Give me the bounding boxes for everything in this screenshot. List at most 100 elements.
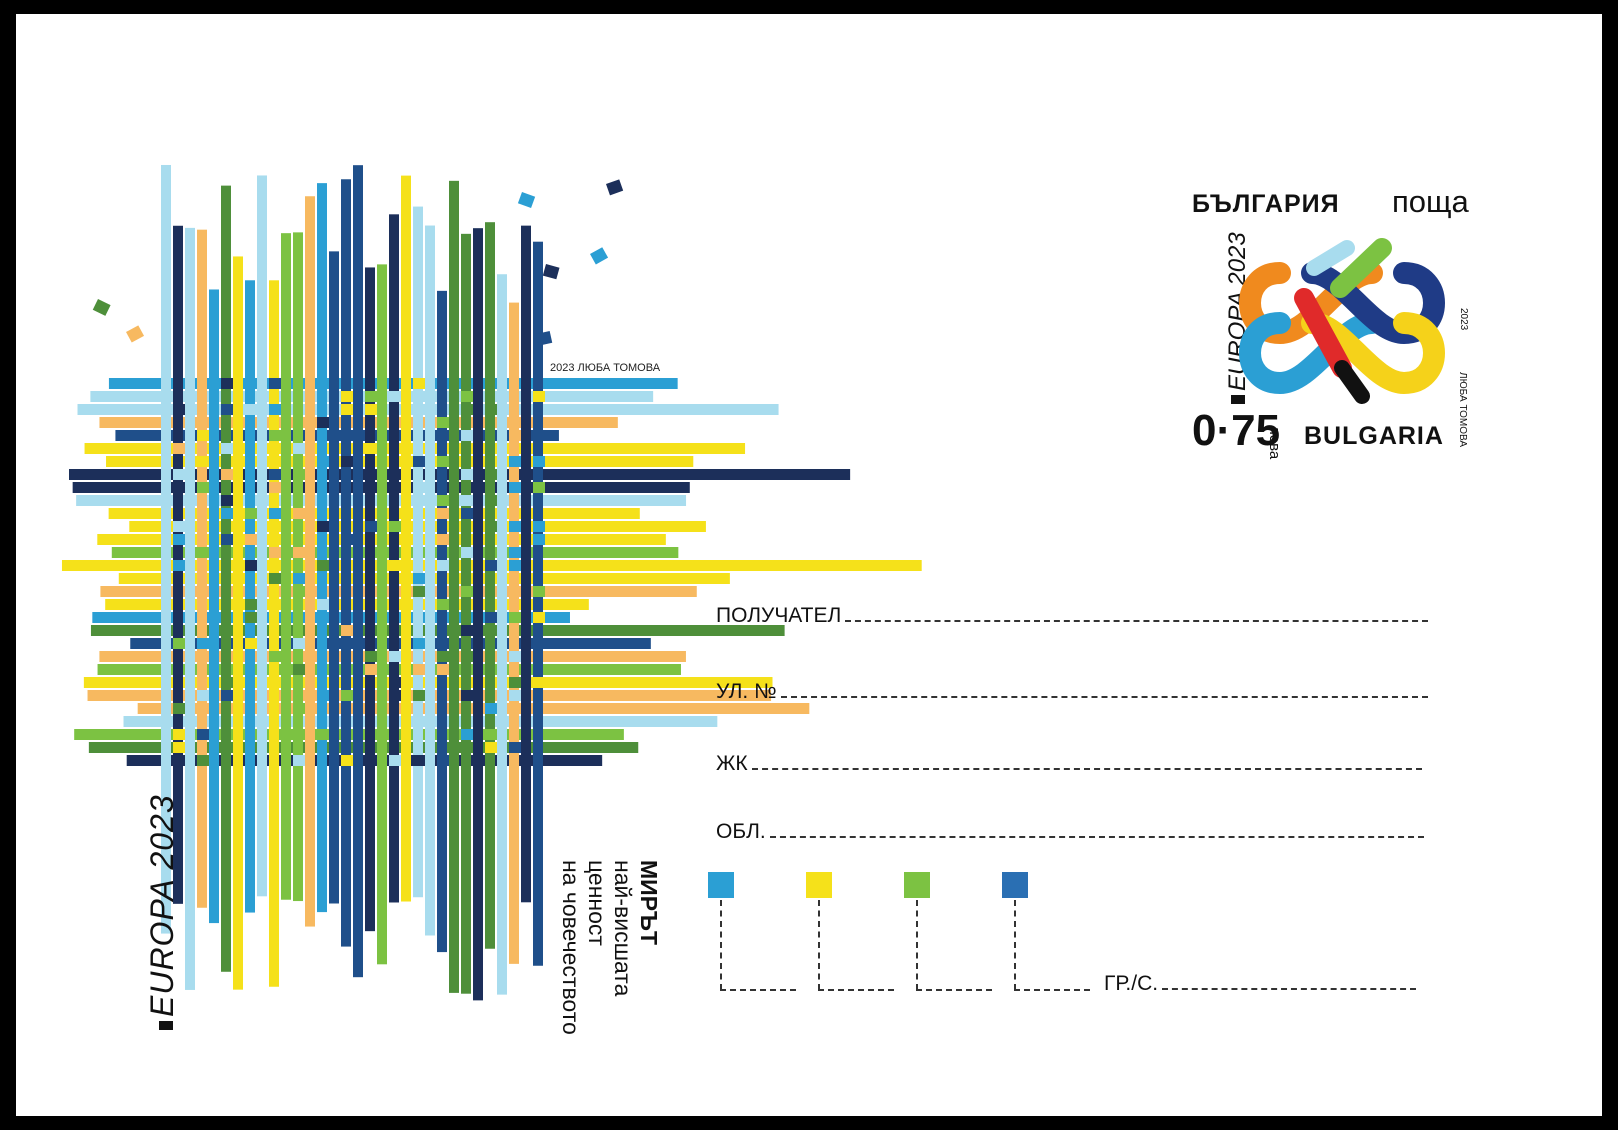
- postcode-box-4-side: [1014, 900, 1016, 990]
- recipient-field[interactable]: [845, 620, 1428, 622]
- woven-check: [317, 599, 329, 610]
- vertical-paper-strip: [317, 183, 327, 913]
- postcode-box-3-field[interactable]: [916, 989, 992, 991]
- woven-check: [533, 586, 545, 597]
- woven-check: [461, 469, 473, 480]
- artwork-credit: 2023 ЛЮБА ТОМОВА: [550, 362, 661, 374]
- woven-check: [389, 755, 401, 766]
- confetti-piece: [126, 325, 145, 343]
- woven-check: [293, 703, 305, 714]
- woven-check: [461, 625, 473, 636]
- woven-check: [533, 456, 545, 467]
- woven-check: [245, 404, 257, 415]
- woven-check: [221, 508, 233, 519]
- woven-check: [293, 443, 305, 454]
- region-label: ОБЛ.: [716, 820, 766, 843]
- postcode-box-1-field[interactable]: [720, 989, 796, 991]
- europa-text: EUROPA 2023: [144, 794, 180, 1017]
- woven-check: [437, 755, 449, 766]
- vertical-paper-strip: [197, 229, 207, 908]
- woven-check: [221, 495, 233, 506]
- street-field[interactable]: [780, 696, 1428, 698]
- woven-check: [365, 664, 377, 675]
- woven-check: [293, 573, 305, 584]
- woven-check: [485, 560, 497, 571]
- postcode-box-4-marker: [1002, 872, 1028, 898]
- woven-check: [413, 573, 425, 584]
- stamp-price: 0·75: [1192, 406, 1281, 455]
- woven-check: [245, 534, 257, 545]
- vertical-paper-strip: [281, 233, 291, 900]
- woven-check: [461, 391, 473, 402]
- confetti-piece: [92, 298, 111, 316]
- woven-check: [173, 729, 185, 740]
- district-field[interactable]: [751, 768, 1422, 770]
- woven-check: [389, 651, 401, 662]
- motto-title: МИРЪТ: [636, 860, 662, 946]
- woven-check: [317, 560, 329, 571]
- region-line[interactable]: ОБЛ.: [716, 812, 1424, 844]
- woven-check: [197, 547, 209, 558]
- woven-check: [293, 586, 305, 597]
- vertical-paper-strip: [293, 232, 303, 902]
- woven-check: [341, 456, 353, 467]
- vertical-paper-strip: [485, 222, 495, 949]
- woven-check: [173, 703, 185, 714]
- postcode-box-3-side: [916, 900, 918, 990]
- street-line[interactable]: УЛ. №: [716, 672, 1428, 704]
- woven-check: [509, 690, 521, 701]
- vertical-paper-strip: [389, 214, 399, 903]
- horizontal-paper-strip: [69, 469, 851, 480]
- postcode-box-4-field[interactable]: [1014, 989, 1090, 991]
- woven-check: [509, 482, 521, 493]
- woven-check: [509, 651, 521, 662]
- woven-check: [269, 547, 281, 558]
- recipient-line[interactable]: ПОЛУЧАТЕЛ: [716, 596, 1428, 628]
- woven-check: [341, 391, 353, 402]
- woven-check: [389, 690, 401, 701]
- woven-paper-artwork: [61, 164, 922, 1001]
- europa-mark-icon: [159, 1021, 173, 1030]
- woven-check: [245, 560, 257, 571]
- woven-check: [269, 508, 281, 519]
- vertical-paper-strip: [209, 289, 219, 924]
- woven-check: [341, 625, 353, 636]
- vertical-paper-strip: [161, 164, 171, 934]
- woven-check: [485, 703, 497, 714]
- postcode-box-1-side: [720, 900, 722, 990]
- woven-check: [293, 664, 305, 675]
- europa-2023-label: EUROPA 2023: [144, 794, 181, 1030]
- stamp-country-bg: БЪЛГАРИЯ: [1192, 190, 1340, 218]
- region-field[interactable]: [769, 836, 1424, 838]
- confetti-piece: [542, 264, 560, 280]
- city-field[interactable]: [1162, 988, 1416, 990]
- woven-check: [461, 651, 473, 662]
- woven-check: [173, 534, 185, 545]
- woven-check: [485, 495, 497, 506]
- vertical-paper-strip: [437, 290, 447, 953]
- woven-check: [197, 482, 209, 493]
- city-line[interactable]: ГР./С.: [1104, 964, 1416, 996]
- woven-check: [221, 378, 233, 389]
- confetti-piece: [590, 247, 609, 265]
- woven-check: [437, 417, 449, 428]
- vertical-paper-strip: [305, 196, 315, 927]
- woven-check: [509, 560, 521, 571]
- woven-check: [293, 508, 305, 519]
- vertical-paper-strip: [497, 274, 507, 995]
- woven-check: [221, 534, 233, 545]
- woven-check: [221, 404, 233, 415]
- district-line[interactable]: ЖК: [716, 744, 1422, 776]
- postcode-box-2-field[interactable]: [818, 989, 894, 991]
- woven-check: [173, 404, 185, 415]
- woven-check: [269, 469, 281, 480]
- woven-check: [413, 482, 425, 493]
- vertical-paper-strip: [257, 175, 267, 897]
- woven-check: [197, 755, 209, 766]
- recipient-label: ПОЛУЧАТЕЛ: [716, 604, 842, 627]
- woven-check: [485, 404, 497, 415]
- woven-check: [413, 586, 425, 597]
- woven-check: [245, 508, 257, 519]
- woven-check: [245, 599, 257, 610]
- woven-check: [533, 521, 545, 532]
